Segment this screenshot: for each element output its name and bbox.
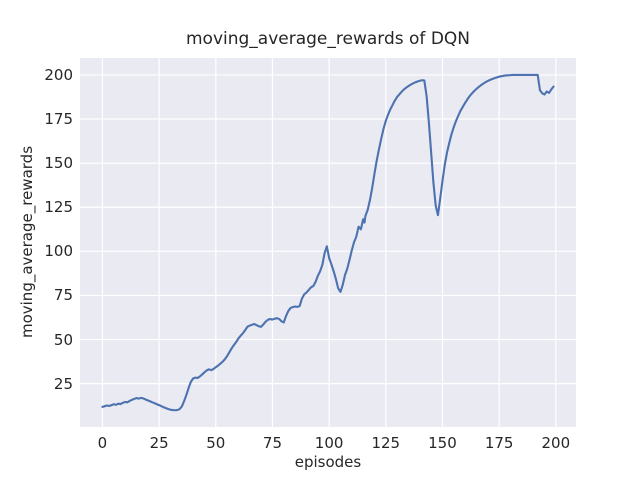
reward-line bbox=[101, 73, 555, 412]
y-tick-label: 75 bbox=[53, 286, 73, 305]
y-tick-label: 150 bbox=[44, 154, 73, 173]
y-tick-label: 200 bbox=[44, 65, 73, 84]
x-axis-label: episodes bbox=[294, 453, 362, 471]
y-tick-label: 175 bbox=[44, 110, 73, 129]
x-tick-label: 200 bbox=[541, 434, 571, 452]
x-tick-label: 100 bbox=[314, 434, 344, 452]
y-tick-label: 50 bbox=[53, 330, 73, 349]
plot-area bbox=[80, 58, 576, 427]
x-tick-label: 25 bbox=[149, 434, 169, 452]
x-tick-label: 175 bbox=[484, 434, 514, 452]
x-tick-label: 75 bbox=[262, 434, 282, 452]
y-tick-label: 100 bbox=[44, 242, 73, 261]
x-tick-label: 50 bbox=[206, 434, 226, 452]
y-tick-label: 125 bbox=[44, 198, 73, 217]
y-tick-label: 25 bbox=[53, 374, 73, 393]
chart-title: moving_average_rewards of DQN bbox=[185, 29, 471, 49]
x-tick-label: 150 bbox=[428, 434, 457, 452]
x-tick-label: 0 bbox=[97, 434, 108, 452]
x-tick-label: 125 bbox=[371, 434, 401, 452]
